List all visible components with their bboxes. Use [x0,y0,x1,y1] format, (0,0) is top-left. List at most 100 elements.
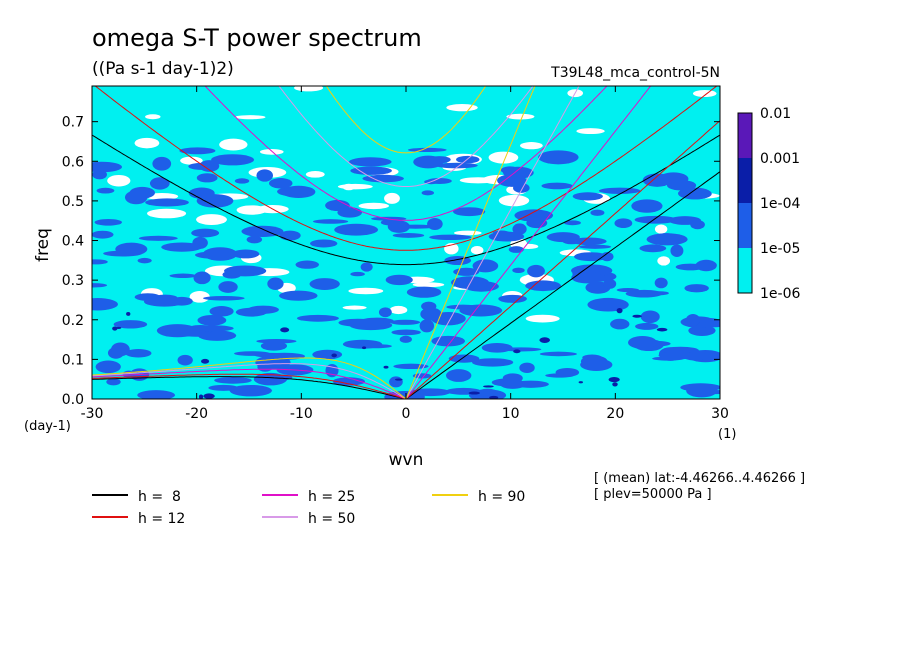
low-power-patch [348,287,384,295]
rossby-curve-h50 [92,363,407,399]
x-unit-label: (1) [718,427,736,442]
mid-power-patch [229,384,272,397]
colorbar-swatch [738,203,752,248]
mid-power-patch [389,376,403,388]
mid-power-patch [539,351,577,357]
mid-power-patch [498,294,527,303]
colorbar-swatch [738,158,752,203]
mid-power-patch [690,219,705,230]
y-tick-label: 0.0 [62,392,84,408]
colorbar-label: 1e-05 [760,241,800,257]
mid-power-patch [111,342,130,357]
low-power-patch [657,256,671,266]
high-power-patch [198,394,204,399]
mid-power-patch [456,155,480,164]
low-power-patch [459,177,497,184]
high-power-patch [394,378,403,381]
high-power-patch [112,326,118,331]
low-power-patch [525,314,560,323]
low-power-patch [358,202,390,210]
mid-power-patch [541,182,573,190]
low-power-patch [342,305,367,310]
high-power-patch [489,395,499,399]
gravity-curve-h12 [94,86,718,251]
mid-power-patch [598,187,641,194]
mid-power-patch [235,307,267,317]
mid-power-patch [391,329,421,336]
run-label: T39L48_mca_control-5N [550,65,720,81]
mid-power-patch [214,376,252,384]
mid-power-patch [279,290,318,301]
legend-label: h = 25 [308,489,355,505]
mid-power-patch [670,244,684,257]
mid-power-patch [92,283,108,288]
mid-power-patch [193,271,211,285]
mid-power-patch [472,259,499,273]
mid-power-patch [600,251,614,262]
dispersion-curves [92,86,720,399]
mid-power-patch [491,378,524,387]
mid-power-patch [527,264,545,278]
mid-power-patch [350,271,365,277]
low-power-patch [305,171,325,178]
colorbar-frame [737,112,753,294]
low-power-patch [107,174,131,187]
mid-power-patch [137,257,152,264]
low-power-patch [294,86,324,92]
axes: -30 -20 -10 0 10 20 30 0.0 0.1 0.2 0.3 0.4 0.5 0.6 0.7 [62,86,729,422]
mid-power-patch [295,260,319,269]
mid-power-patch [203,295,245,301]
kelvin-curve-h90 [405,86,536,399]
mid-power-patch [224,265,267,277]
legend-label: h = 50 [308,511,355,527]
mid-power-patch [590,209,605,216]
high-power-patch [632,314,642,318]
colorbar-swatch [738,113,752,158]
high-power-patch [612,382,618,387]
y-tick-label: 0.5 [62,194,84,210]
mid-power-patch [421,190,435,196]
mid-power-patch [578,244,612,249]
mid-power-patch [420,307,442,321]
mid-power-patch [96,187,115,194]
mid-power-patch [512,223,527,235]
colorbar-swatch [738,248,752,293]
mid-power-patch [580,358,613,371]
plot-area [92,86,720,399]
low-power-patch [180,156,203,165]
high-power-patch [280,327,290,333]
high-power-patch [656,327,668,332]
mid-power-patch [149,177,170,190]
colorbar-label: 1e-04 [760,196,800,212]
mid-power-patch [357,344,392,349]
mid-power-patch [309,278,340,290]
mid-power-patch [631,199,663,213]
low-power-patch [453,230,482,236]
mid-power-patch [260,341,288,351]
mid-power-patch [169,273,197,279]
mid-power-patch [685,314,701,327]
kelvin-curve-h8 [405,171,720,399]
mid-power-patch [429,234,472,241]
high-power-patch [116,326,122,329]
mid-power-patch [234,178,250,184]
y-tick-label: 0.7 [62,115,84,131]
mid-power-patch [179,331,220,337]
x-axis-label: wvn [389,450,424,470]
low-power-patch [654,224,668,234]
mid-power-patch [571,237,607,246]
mid-power-patch [545,373,574,378]
mid-power-patch [254,352,289,358]
low-power-patch [259,148,284,155]
mid-power-patch [688,325,716,337]
kelvin-curve-h50 [405,86,580,399]
rossby-curve-h25 [92,368,407,399]
mid-power-patch [481,343,513,353]
mid-power-patch [202,247,238,261]
low-power-patch [412,282,445,288]
mid-power-patch [519,362,535,374]
mid-power-patch [188,162,215,170]
mid-power-patch [360,262,373,272]
mid-power-patch [256,169,274,182]
legend-label: h = 8 [138,489,181,505]
